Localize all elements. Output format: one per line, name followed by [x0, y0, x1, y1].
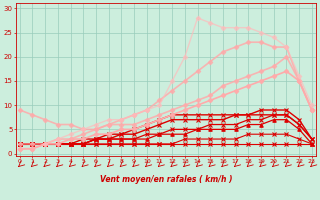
X-axis label: Vent moyen/en rafales ( km/h ): Vent moyen/en rafales ( km/h ) — [100, 175, 232, 184]
